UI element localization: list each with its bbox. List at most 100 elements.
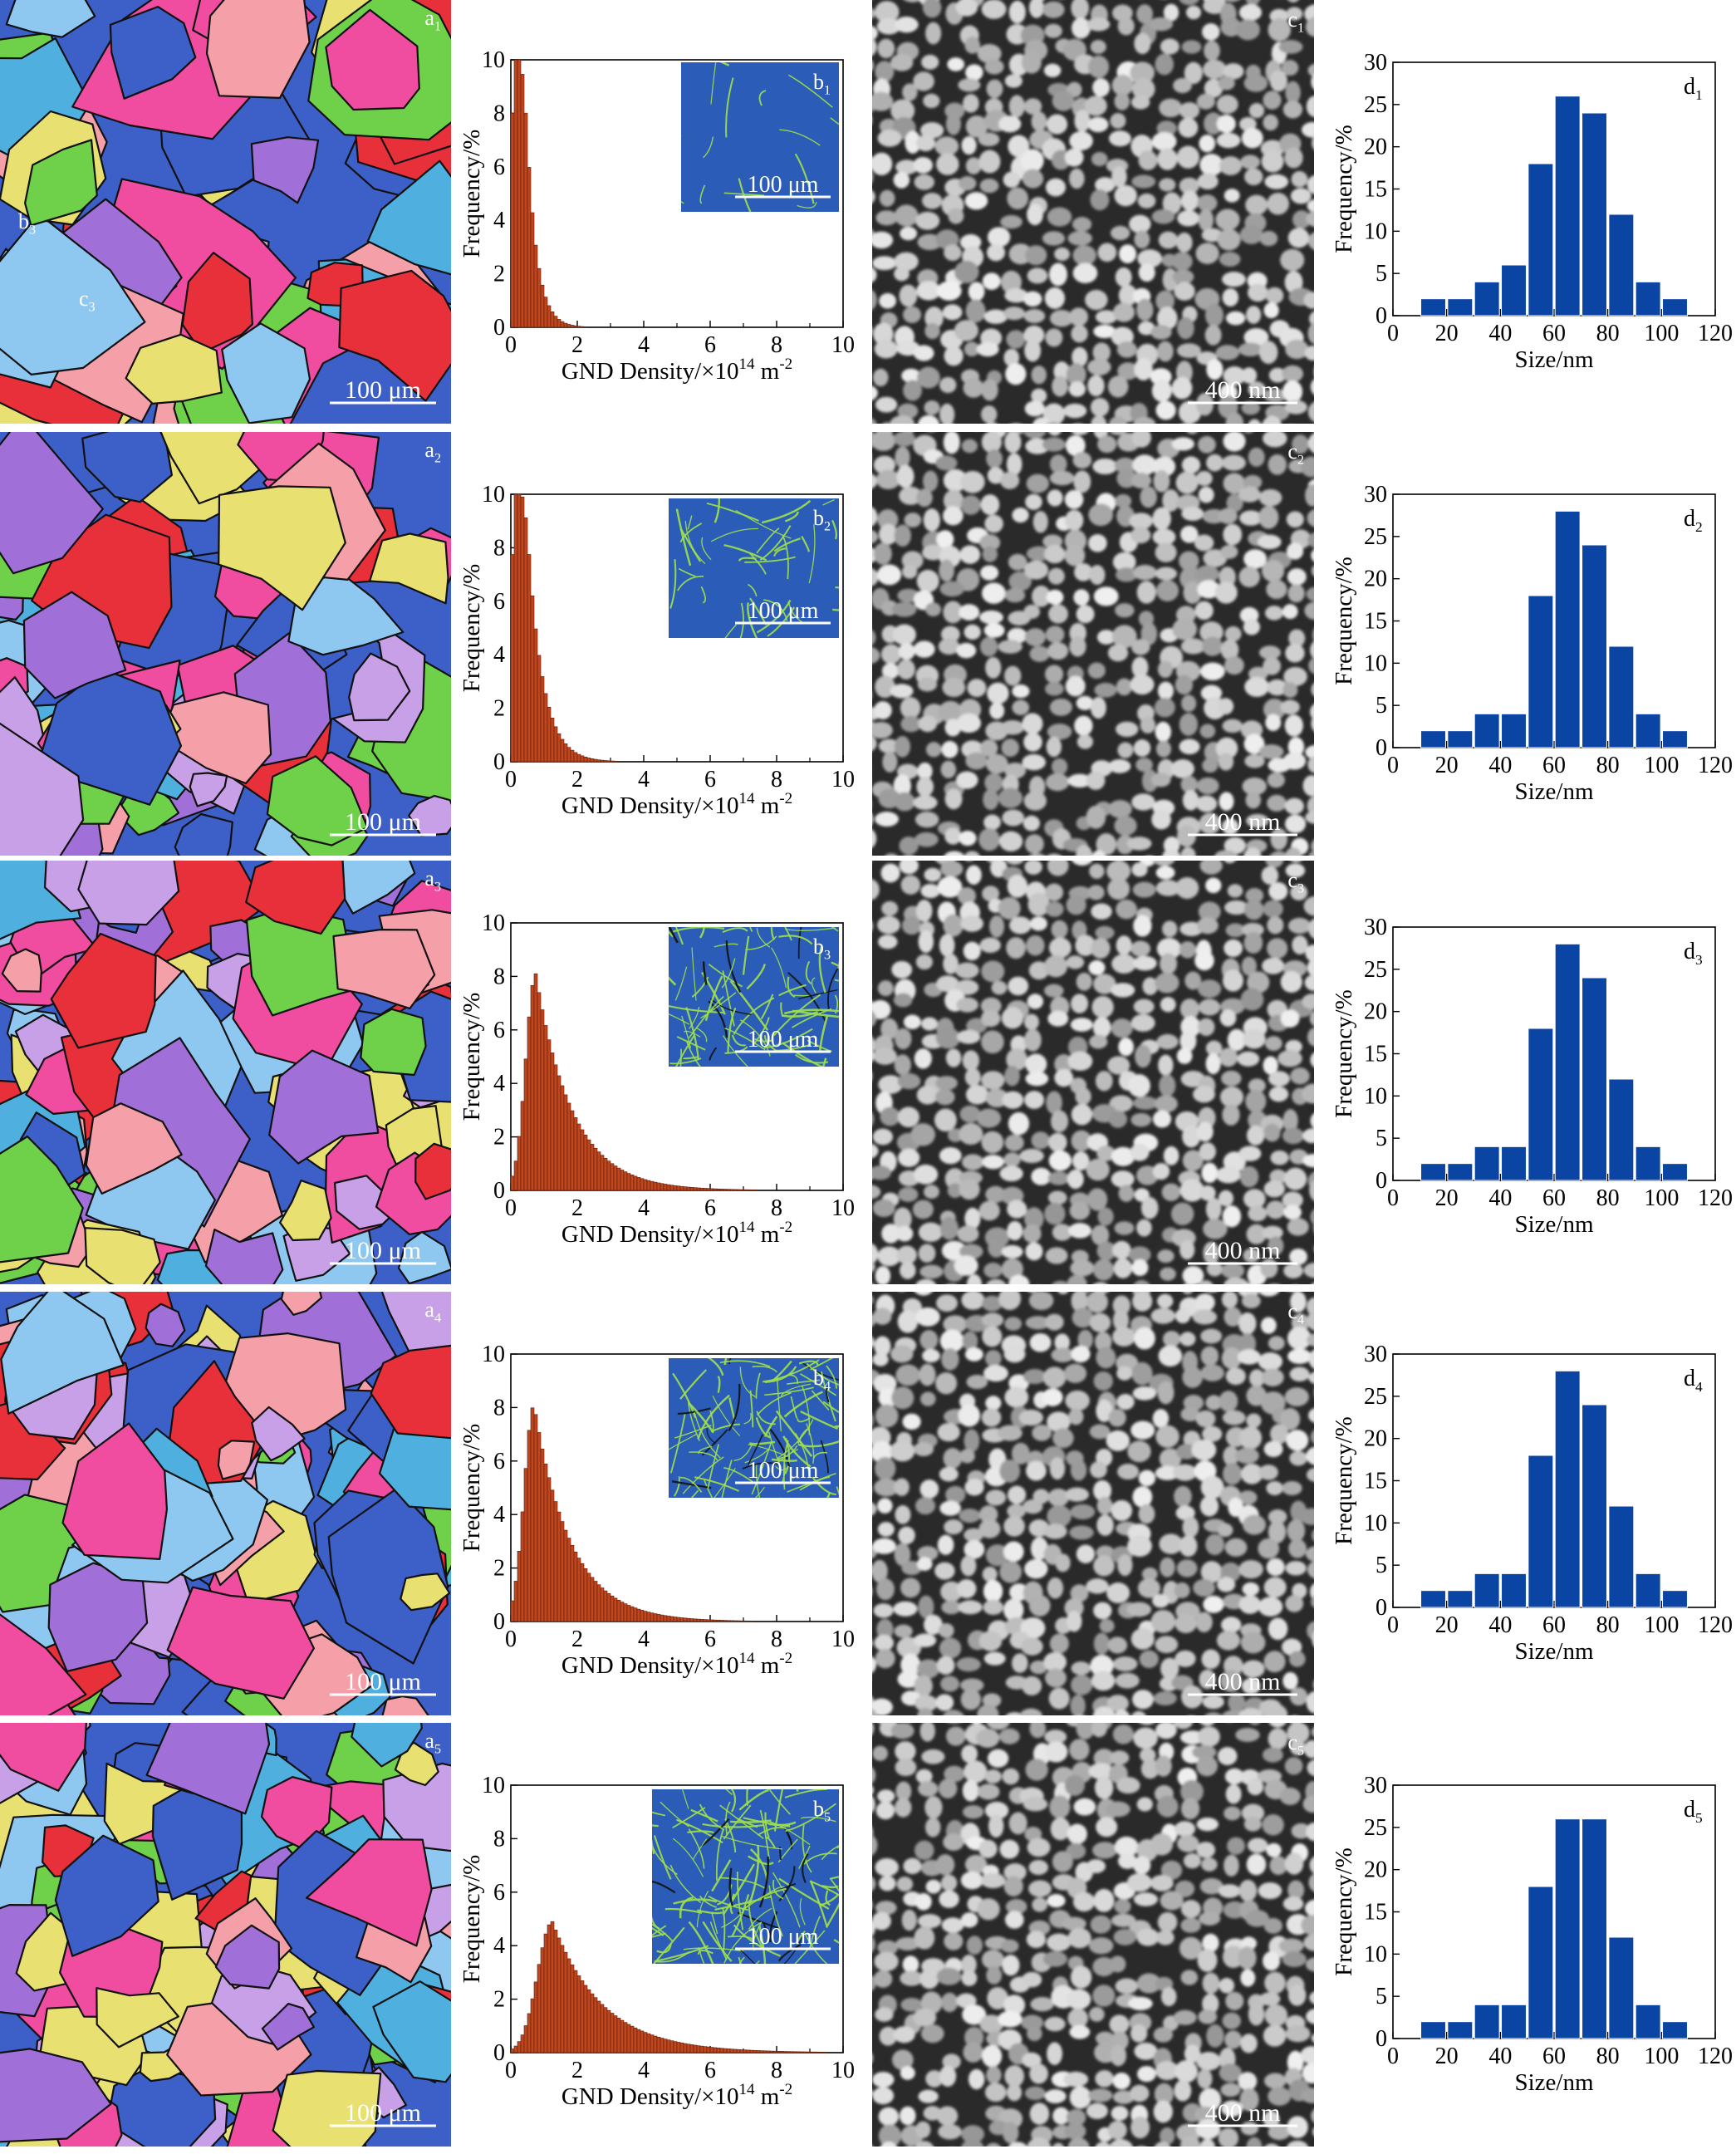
- sem-particle: [1198, 209, 1214, 232]
- sem-particle: [1310, 1209, 1314, 1225]
- sem-particle: [1308, 1873, 1314, 1892]
- sem-particle: [1113, 1928, 1137, 1945]
- inset-network-line: [730, 1789, 737, 1813]
- sem-particle: [1242, 1677, 1261, 1695]
- y-tick-label: 25: [1364, 957, 1387, 983]
- sem-particle: [1195, 470, 1213, 487]
- sem-particle: [1113, 302, 1135, 322]
- inset-network-line: [731, 1894, 750, 1937]
- ebsd-scale-bar-label: 100 μm: [345, 376, 421, 404]
- sem-particle: [1044, 665, 1064, 684]
- sem-particle: [1311, 2034, 1314, 2043]
- ebsd-grain: [81, 432, 173, 503]
- sem-particle: [1028, 1292, 1054, 1311]
- sem-particle: [1199, 135, 1216, 153]
- sem-particle: [1163, 1146, 1179, 1165]
- sem-particle: [935, 1854, 955, 1876]
- sem-particle: [1308, 850, 1314, 856]
- gnd-panel-label-letter: b: [813, 506, 824, 530]
- sem-particle: [1022, 1368, 1047, 1385]
- sem-particle: [1157, 681, 1174, 700]
- sem-particle: [941, 1600, 962, 1615]
- sem-particle: [1203, 59, 1227, 80]
- sem-particle: [986, 1723, 1010, 1730]
- sem-particle: [1202, 1695, 1224, 1710]
- sem-particle: [872, 1936, 875, 1953]
- inset-network-line: [727, 1007, 737, 1054]
- sem-particle: [1012, 508, 1029, 523]
- sem-particle: [1179, 177, 1199, 194]
- sem-particle: [939, 376, 957, 394]
- x-tick-label: 2: [571, 332, 583, 358]
- sem-particle: [1069, 1739, 1090, 1761]
- sem-particle: [1159, 1533, 1183, 1554]
- sem-particle: [916, 776, 934, 797]
- sem-particle: [1219, 1087, 1244, 1108]
- sem-particle: [1076, 845, 1093, 856]
- ebsd-grain: [369, 532, 449, 605]
- sem-particle: [1027, 204, 1043, 226]
- sem-particle: [1139, 1650, 1159, 1669]
- sem-particle: [981, 1313, 1004, 1327]
- sem-particle: [1258, 341, 1278, 365]
- sem-particle: [1263, 657, 1282, 675]
- sem-particle: [1266, 1200, 1286, 1219]
- sem-particle: [1028, 0, 1044, 18]
- sem-particle: [875, 469, 900, 490]
- sem-particle: [915, 900, 933, 922]
- sem-particle: [1224, 655, 1244, 675]
- gnd-bar: [643, 2032, 648, 2053]
- sem-particle: [1049, 470, 1075, 486]
- sem-particle: [916, 488, 933, 508]
- inset-network-line: [809, 1880, 839, 1896]
- x-tick-label: 0: [505, 767, 517, 792]
- gnd-bar: [513, 2045, 518, 2053]
- gnd-bar: [723, 1620, 728, 1622]
- sem-particle: [1195, 565, 1219, 583]
- sem-particle: [875, 210, 898, 226]
- inset-network-line: [700, 586, 706, 604]
- gnd-bar: [553, 1501, 558, 1622]
- sem-particle: [1052, 375, 1068, 397]
- ebsd-scale-bar-label: 100 μm: [345, 1668, 421, 1695]
- sem-particle: [1115, 1672, 1140, 1689]
- sem-particle: [903, 380, 922, 401]
- gnd-bars: [510, 1407, 754, 1622]
- gnd-bar: [520, 2034, 525, 2053]
- sem-particle: [1021, 149, 1044, 173]
- sem-particle: [1045, 178, 1067, 197]
- sem-particle: [874, 1478, 900, 1497]
- sem-particle: [1004, 2065, 1025, 2088]
- sem-particle: [982, 546, 998, 562]
- sem-particle: [941, 1240, 967, 1261]
- sem-panel-label: c3: [1287, 868, 1304, 896]
- size-bar: [1582, 112, 1607, 316]
- gnd-bars: [510, 493, 618, 763]
- inset-network-line: [669, 976, 677, 986]
- sem-particle: [1109, 1095, 1133, 1112]
- sem-particle: [1176, 1559, 1198, 1577]
- sem-particle: [913, 2008, 937, 2027]
- sem-particle: [1116, 1393, 1135, 1411]
- sem-particle: [1201, 1162, 1219, 1184]
- sem-particle: [978, 1631, 1003, 1651]
- sem-particle: [1156, 938, 1182, 959]
- sem-particle: [872, 1877, 876, 1891]
- sem-particle: [1126, 837, 1152, 851]
- sem-particle: [1287, 228, 1310, 248]
- sem-particle: [1283, 1167, 1307, 1190]
- inset-network-line: [802, 1823, 812, 1873]
- sem-particle: [1003, 665, 1022, 686]
- sem-particle: [872, 385, 878, 400]
- sem-particle: [913, 1633, 937, 1647]
- gnd-bar: [693, 1618, 698, 1622]
- inset-network-line: [765, 1886, 786, 1896]
- sem-particle: [1184, 2044, 1201, 2063]
- inset-network-line: [768, 1789, 791, 1815]
- sem-particle: [1285, 339, 1309, 360]
- sem-particle: [916, 281, 941, 301]
- sem-particle: [1243, 74, 1268, 92]
- sem-particle: [894, 735, 910, 758]
- x-tick-label: 120: [1698, 753, 1733, 778]
- inset-network-line: [728, 1867, 734, 1906]
